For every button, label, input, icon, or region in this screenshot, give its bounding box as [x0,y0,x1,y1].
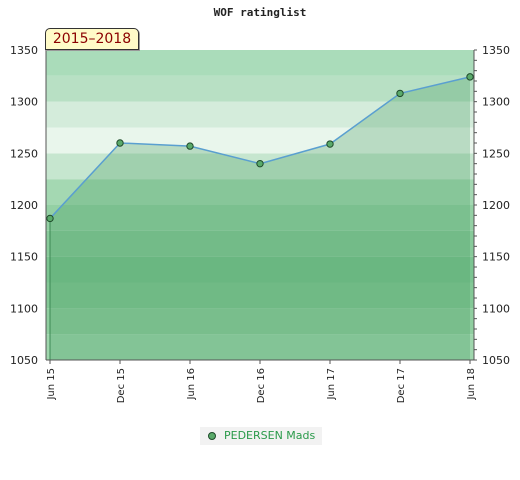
y-tick-label-right: 1050 [482,354,510,367]
y-tick-label-right: 1350 [482,44,510,57]
y-tick-label-right: 1150 [482,251,510,264]
y-tick-label-left: 1150 [10,251,38,264]
data-point[interactable] [466,73,474,81]
y-tick-label-right: 1200 [482,199,510,212]
data-point[interactable] [326,140,334,148]
y-axis-left: 1050 1100 1150 1200 1250 1300 1350 [10,44,47,367]
data-point[interactable] [186,142,194,150]
y-tick-label-left: 1200 [10,199,38,212]
y-tick-label-right: 1250 [482,147,510,160]
y-tick-label-left: 1100 [10,302,38,315]
legend[interactable]: PEDERSEN Mads [200,427,322,445]
background-bands [46,50,474,360]
x-tick-label: Jun 17 [326,368,337,401]
data-point[interactable] [256,159,264,168]
band [46,256,474,283]
y-axis-right: 1050 1100 1150 1200 1250 1300 1350 [473,44,510,367]
band [46,308,474,335]
band [46,101,474,128]
band [46,75,474,102]
x-tick-label: Jun 18 [466,368,477,401]
band [46,50,474,76]
period-label: 2015–2018 [45,28,139,50]
y-tick-label-left: 1300 [10,96,38,109]
x-tick-label: Jun 15 [46,368,57,401]
area-fill [50,76,470,360]
x-axis: Jun 15 Dec 15 Jun 16 Dec 16 Jun 17 Dec 17 Jun … [46,359,477,403]
x-tick-label: Dec 16 [256,368,267,403]
y-tick-label-left: 1350 [10,44,38,57]
data-point[interactable] [46,214,54,223]
band [46,179,474,205]
band [46,334,474,360]
y-tick-label-left: 1250 [10,147,38,160]
series-area [50,76,470,360]
legend-series-name: PEDERSEN Mads [224,429,316,442]
x-tick-label: Dec 17 [396,368,407,403]
chart-title: WOF ratinglist [214,6,307,19]
x-tick-label: Jun 16 [186,368,197,401]
band [46,127,474,154]
data-points [46,73,474,223]
legend-marker-icon [208,432,216,440]
band [46,230,474,257]
y-tick-label-right: 1100 [482,302,510,315]
x-tick-label: Dec 15 [116,368,127,403]
y-tick-label-left: 1050 [10,354,38,367]
data-point[interactable] [396,89,404,98]
data-point[interactable] [116,139,124,147]
band [46,282,474,309]
band [46,205,474,231]
y-tick-label-right: 1300 [482,96,510,109]
